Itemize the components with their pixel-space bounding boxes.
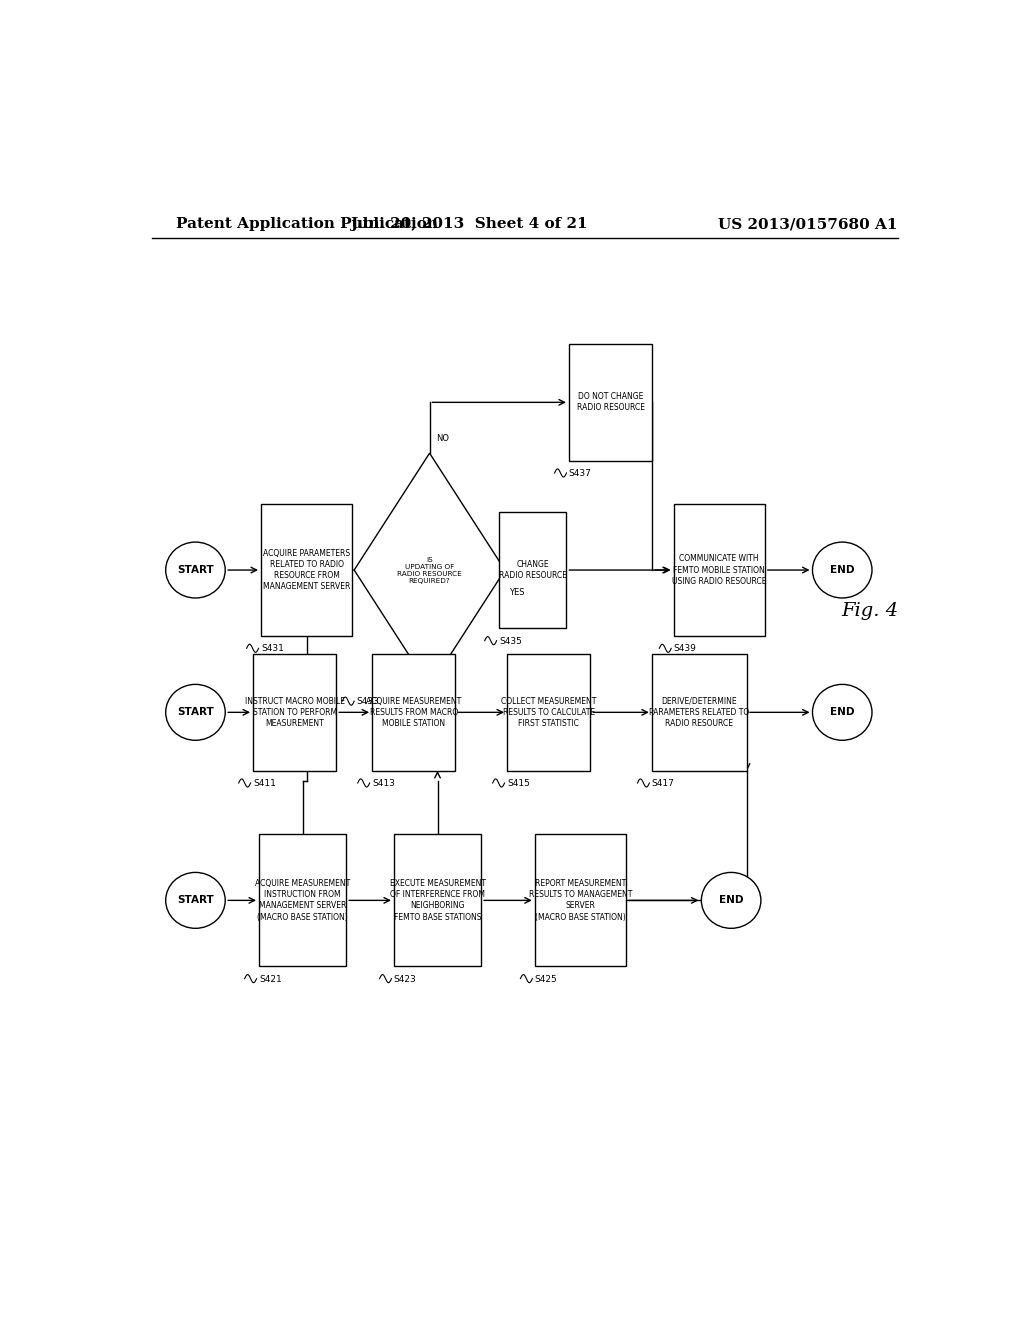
Text: END: END: [830, 708, 854, 717]
Text: START: START: [177, 565, 214, 576]
Bar: [372, 653, 456, 771]
Text: START: START: [177, 895, 214, 906]
Text: ACQUIRE MEASUREMENT
RESULTS FROM MACRO
MOBILE STATION: ACQUIRE MEASUREMENT RESULTS FROM MACRO M…: [366, 697, 462, 727]
Bar: [507, 653, 590, 771]
Ellipse shape: [812, 543, 872, 598]
Ellipse shape: [166, 873, 225, 928]
Text: ACQUIRE PARAMETERS
RELATED TO RADIO
RESOURCE FROM
MANAGEMENT SERVER: ACQUIRE PARAMETERS RELATED TO RADIO RESO…: [263, 549, 350, 591]
Bar: [261, 504, 352, 636]
Text: S435: S435: [499, 636, 522, 645]
Text: COLLECT MEASUREMENT
RESULTS TO CALCULATE
FIRST STATISTIC: COLLECT MEASUREMENT RESULTS TO CALCULATE…: [501, 697, 596, 727]
Bar: [253, 653, 336, 771]
Polygon shape: [354, 453, 505, 686]
Bar: [259, 834, 346, 966]
Bar: [651, 653, 746, 771]
Text: S421: S421: [259, 974, 282, 983]
Text: Jun. 20, 2013  Sheet 4 of 21: Jun. 20, 2013 Sheet 4 of 21: [350, 218, 588, 231]
Bar: [394, 834, 481, 966]
Ellipse shape: [812, 684, 872, 741]
Text: S437: S437: [569, 469, 592, 478]
Text: S423: S423: [394, 974, 417, 983]
Text: ACQUIRE MEASUREMENT
INSTRUCTION FROM
MANAGEMENT SERVER
(MACRO BASE STATION): ACQUIRE MEASUREMENT INSTRUCTION FROM MAN…: [255, 879, 350, 921]
Text: YES: YES: [509, 589, 524, 598]
Text: S411: S411: [253, 779, 275, 788]
Bar: [674, 504, 765, 636]
Text: S433: S433: [356, 697, 380, 706]
Bar: [569, 345, 652, 461]
Text: Patent Application Publication: Patent Application Publication: [176, 218, 437, 231]
Ellipse shape: [166, 543, 225, 598]
Text: S415: S415: [507, 779, 529, 788]
Text: START: START: [177, 708, 214, 717]
Text: EXECUTE MEASUREMENT
OF INTERFERENCE FROM
NEIGHBORING
FEMTO BASE STATIONS: EXECUTE MEASUREMENT OF INTERFERENCE FROM…: [389, 879, 485, 921]
Text: END: END: [830, 565, 854, 576]
Text: DERIVE/DETERMINE
PARAMETERS RELATED TO
RADIO RESOURCE: DERIVE/DETERMINE PARAMETERS RELATED TO R…: [649, 697, 750, 727]
Ellipse shape: [701, 873, 761, 928]
Text: INSTRUCT MACRO MOBILE
STATION TO PERFORM
MEASUREMENT: INSTRUCT MACRO MOBILE STATION TO PERFORM…: [245, 697, 345, 727]
Text: Fig. 4: Fig. 4: [842, 602, 899, 619]
Text: REPORT MEASUREMENT
RESULTS TO MANAGEMENT
SERVER
(MACRO BASE STATION): REPORT MEASUREMENT RESULTS TO MANAGEMENT…: [528, 879, 632, 921]
Bar: [535, 834, 626, 966]
Text: IS
UPDATING OF
RADIO RESOURCE
REQUIRED?: IS UPDATING OF RADIO RESOURCE REQUIRED?: [397, 557, 462, 583]
Text: S439: S439: [674, 644, 696, 653]
Ellipse shape: [166, 684, 225, 741]
Text: S413: S413: [372, 779, 395, 788]
Text: US 2013/0157680 A1: US 2013/0157680 A1: [718, 218, 898, 231]
Text: END: END: [719, 895, 743, 906]
Bar: [499, 512, 566, 628]
Text: CHANGE
RADIO RESOURCE: CHANGE RADIO RESOURCE: [499, 560, 566, 579]
Text: COMMUNICATE WITH
FEMTO MOBILE STATION
USING RADIO RESOURCE: COMMUNICATE WITH FEMTO MOBILE STATION US…: [672, 554, 767, 586]
Text: DO NOT CHANGE
RADIO RESOURCE: DO NOT CHANGE RADIO RESOURCE: [577, 392, 644, 412]
Text: NO: NO: [436, 434, 449, 444]
Text: S425: S425: [535, 974, 557, 983]
Text: S431: S431: [261, 644, 284, 653]
Text: S417: S417: [651, 779, 675, 788]
